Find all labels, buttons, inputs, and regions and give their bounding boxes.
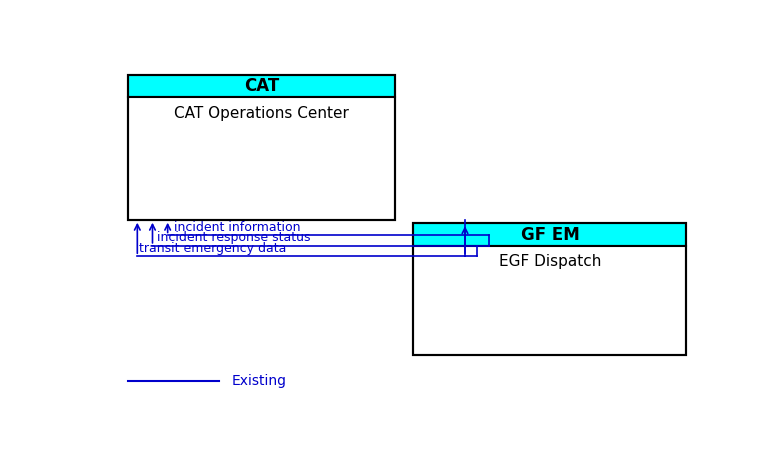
Bar — [128, 75, 395, 97]
Text: CAT: CAT — [244, 77, 280, 95]
Bar — [128, 75, 395, 220]
Bar — [413, 246, 687, 355]
Text: Existing: Existing — [232, 374, 287, 387]
Bar — [413, 223, 687, 246]
Text: GF EM: GF EM — [521, 225, 579, 243]
Text: incident information: incident information — [174, 221, 300, 234]
Text: incident response status: incident response status — [157, 231, 311, 244]
Text: EGF Dispatch: EGF Dispatch — [499, 255, 601, 269]
Text: CAT Operations Center: CAT Operations Center — [175, 106, 349, 121]
Bar — [413, 223, 687, 355]
Text: transit emergency data: transit emergency data — [139, 242, 287, 255]
Bar — [128, 97, 395, 220]
